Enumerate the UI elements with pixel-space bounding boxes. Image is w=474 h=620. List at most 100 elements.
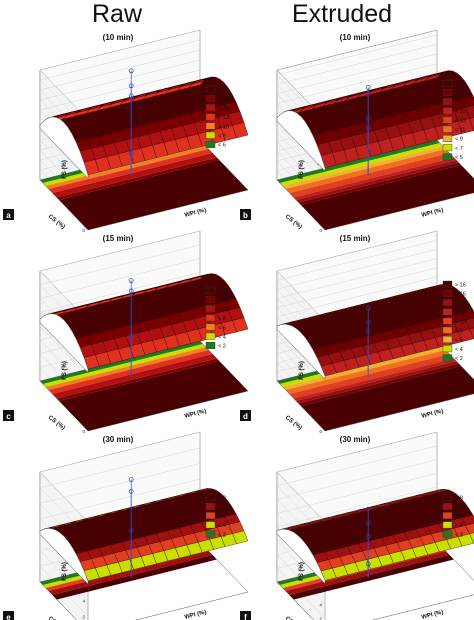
chart-title: (30 min) bbox=[103, 435, 134, 444]
column-title-raw: Raw bbox=[92, 0, 143, 28]
surface-end-mesh bbox=[276, 323, 326, 380]
panel-letter-box: e bbox=[3, 611, 14, 620]
chart-panel-c: (15 min)0246810121416FS (%)WPI (%)CS (%)… bbox=[3, 230, 249, 434]
observed-point bbox=[365, 84, 371, 90]
floor-contour-band bbox=[296, 361, 459, 404]
legend-swatch bbox=[442, 89, 453, 96]
observed-point bbox=[365, 92, 371, 97]
surface-cell bbox=[461, 95, 474, 108]
chart-panel-a: (10 min)0246810121416182022FS (%)WPI (%)… bbox=[3, 29, 249, 233]
legend-swatch bbox=[442, 98, 453, 106]
x-axis-label: WPI (%) bbox=[184, 208, 207, 219]
floor-contour-band bbox=[301, 165, 474, 230]
legend-swatch bbox=[205, 94, 216, 102]
legend-swatch bbox=[442, 521, 453, 529]
floor-contour-band bbox=[48, 350, 213, 394]
legend-label: < 16 bbox=[455, 292, 466, 298]
z-tick-label: 4 bbox=[319, 603, 322, 608]
legend-label: < 9 bbox=[455, 137, 463, 143]
panel-letter-bg bbox=[3, 209, 14, 220]
legend-swatch bbox=[205, 341, 216, 349]
legend-swatch bbox=[205, 502, 216, 510]
legend-swatch bbox=[442, 317, 453, 325]
x-axis-label: WPI (%) bbox=[421, 610, 444, 620]
chart-title: (10 min) bbox=[103, 33, 134, 42]
floor-contour-band bbox=[296, 160, 459, 203]
surface-end-mesh bbox=[276, 528, 326, 585]
chart-panel-d: (15 min)024681012141618202224FS (%)WPI (… bbox=[240, 230, 474, 434]
surface-cell bbox=[232, 122, 249, 139]
observed-point bbox=[365, 561, 371, 567]
observed-point bbox=[365, 116, 371, 121]
legend-swatch bbox=[205, 122, 216, 130]
floor-contour-band bbox=[301, 366, 474, 431]
legend-label: < 12 bbox=[455, 310, 466, 316]
legend-swatch bbox=[205, 323, 216, 331]
observed-point bbox=[128, 278, 134, 283]
legend-label: < 2 bbox=[218, 344, 226, 350]
legend-swatch bbox=[205, 512, 216, 520]
floor-contour-band bbox=[285, 551, 450, 595]
surface-end-mesh bbox=[39, 116, 89, 179]
legend-label: < 8 bbox=[218, 505, 226, 511]
observed-point bbox=[128, 477, 134, 482]
floor-contour-band bbox=[277, 140, 440, 183]
legend-swatch bbox=[442, 79, 453, 87]
panel-letter-box: d bbox=[240, 410, 251, 421]
legend-swatch bbox=[205, 493, 216, 501]
legend-swatch bbox=[442, 326, 453, 334]
floor-contour-band bbox=[52, 153, 217, 198]
z-axis-label: FS (%) bbox=[299, 160, 305, 179]
legend-label: < 14 bbox=[218, 106, 229, 112]
panel-letter: d bbox=[243, 412, 248, 421]
z-gridline bbox=[276, 445, 438, 536]
panel-letter-bg bbox=[240, 611, 251, 620]
floor-contour-band bbox=[298, 162, 461, 205]
surface-cell bbox=[232, 317, 249, 333]
observed-point bbox=[365, 328, 371, 334]
chart-title: (15 min) bbox=[103, 234, 134, 243]
z-gridline bbox=[39, 29, 201, 121]
legend-label: < 11 bbox=[455, 128, 465, 134]
surface-cell bbox=[469, 117, 474, 131]
legend-swatch bbox=[442, 116, 453, 124]
z-tick-label: 0 bbox=[82, 228, 85, 233]
legend-swatch bbox=[205, 131, 216, 139]
legend-swatch bbox=[442, 308, 453, 316]
legend-label: < 4 bbox=[455, 523, 463, 529]
legend-label: < 6 bbox=[455, 514, 463, 520]
legend-label: < 8 bbox=[455, 329, 463, 335]
legend-swatch bbox=[205, 314, 216, 322]
x-axis-label: WPI (%) bbox=[184, 610, 207, 620]
z-gridline bbox=[276, 230, 438, 322]
legend-label: < 13 bbox=[455, 118, 466, 124]
legend-label: < 4 bbox=[218, 335, 226, 341]
panel-letter-bg bbox=[240, 410, 251, 421]
column-title-extruded: Extruded bbox=[292, 0, 393, 28]
z-tick-label: 4 bbox=[82, 599, 85, 604]
legend-swatch bbox=[442, 530, 453, 538]
floor-contour-band bbox=[56, 358, 220, 401]
chart-panel-b: (10 min)0246810121416182022FS (%)WPI (%)… bbox=[240, 29, 474, 233]
legend-label: > 20 bbox=[455, 82, 466, 88]
z-tick-label: 0 bbox=[319, 228, 322, 233]
z-tick-label: 0 bbox=[319, 429, 322, 434]
chart-title: (30 min) bbox=[340, 435, 371, 444]
legend-label: < 10 bbox=[218, 124, 229, 130]
floor-contour-band bbox=[59, 361, 249, 431]
observed-point bbox=[128, 333, 134, 338]
legend-swatch bbox=[442, 354, 453, 362]
legend-swatch bbox=[205, 140, 216, 148]
y-axis-label: CS (%) bbox=[284, 214, 303, 231]
y-axis-label: CS (%) bbox=[284, 415, 303, 432]
floor-outline bbox=[276, 139, 474, 231]
floor-contour-band bbox=[42, 344, 206, 387]
legend-swatch bbox=[442, 125, 453, 133]
surface-cell bbox=[469, 327, 474, 340]
legend-label: < 12 bbox=[218, 115, 229, 121]
y-axis-label: CS (%) bbox=[47, 616, 66, 620]
surface-end-mesh bbox=[39, 528, 89, 585]
observed-point bbox=[128, 288, 134, 294]
z-tick-label: 0 bbox=[82, 429, 85, 434]
